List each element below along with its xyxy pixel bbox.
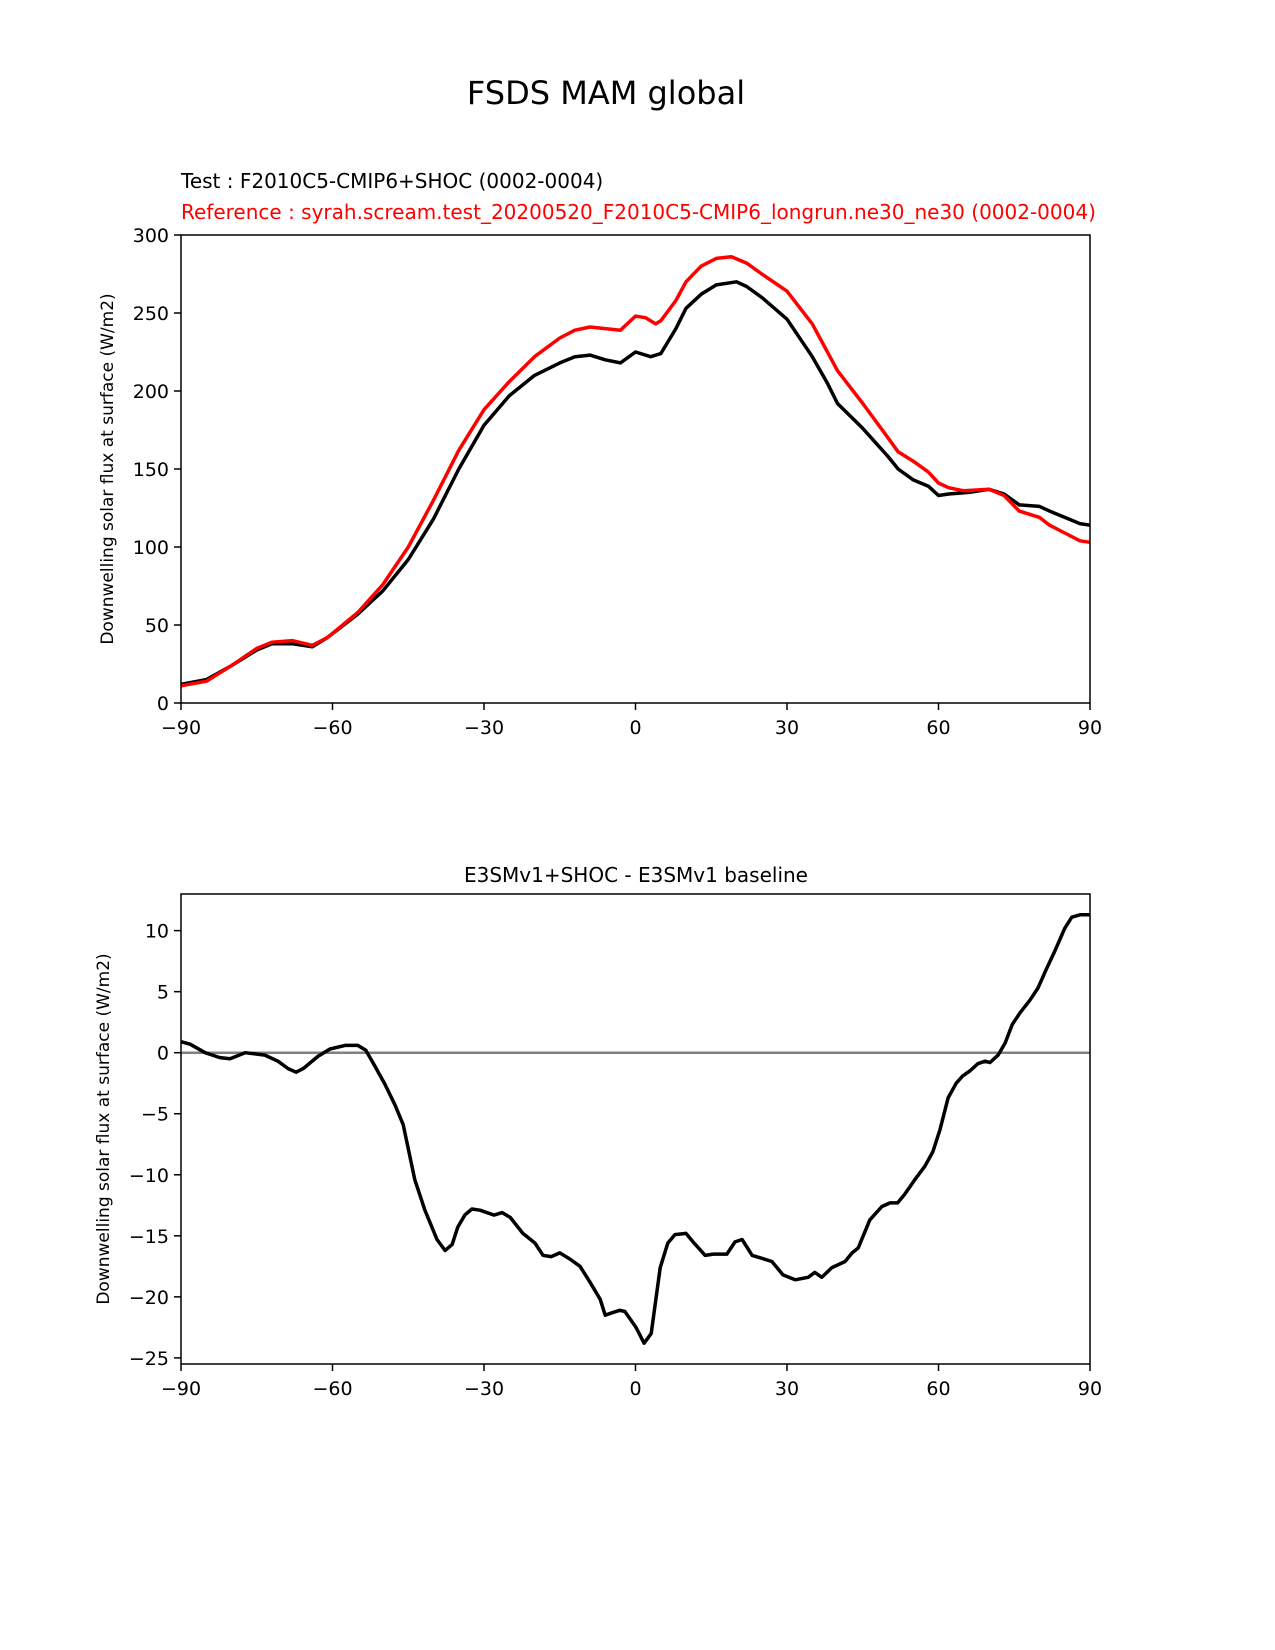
y-tick-label: −15 xyxy=(129,1226,169,1248)
axes-frame xyxy=(180,234,1091,704)
y-tick-label: 5 xyxy=(157,982,169,1004)
series-line-difference xyxy=(180,913,1090,1345)
x-tick-label: 60 xyxy=(926,717,950,739)
y-tick-label: 250 xyxy=(133,303,169,325)
test-label: Test : F2010C5-CMIP6+SHOC (0002-0004) xyxy=(180,169,603,193)
x-tick-label: −60 xyxy=(312,1378,352,1400)
y-tick-label: −10 xyxy=(129,1165,169,1187)
y-tick-label: −20 xyxy=(129,1287,169,1309)
x-tick-label: 0 xyxy=(629,717,641,739)
reference-label: Reference : syrah.scream.test_20200520_F… xyxy=(181,200,1096,224)
series-line-reference xyxy=(180,255,1091,688)
y-tick-label: 150 xyxy=(133,459,169,481)
y-tick-label: 50 xyxy=(145,615,169,637)
x-tick-label: −60 xyxy=(312,717,352,739)
x-tick-label: −30 xyxy=(464,717,504,739)
x-tick-label: −90 xyxy=(161,1378,201,1400)
top-y-axis-label: Downwelling solar flux at surface (W/m2) xyxy=(98,293,118,644)
y-tick-label: 0 xyxy=(157,1043,169,1065)
x-tick-label: 90 xyxy=(1078,1378,1102,1400)
x-tick-label: 60 xyxy=(926,1378,950,1400)
bottom-chart-title: E3SMv1+SHOC - E3SMv1 baseline xyxy=(464,863,808,887)
axes-frame xyxy=(180,893,1091,1365)
x-tick-label: −90 xyxy=(161,717,201,739)
series-line-test xyxy=(180,280,1091,687)
y-tick-label: −25 xyxy=(129,1348,169,1370)
y-tick-label: 200 xyxy=(133,381,169,403)
x-tick-label: 30 xyxy=(775,1378,799,1400)
y-tick-label: 0 xyxy=(157,693,169,715)
bottom-plot-area: −90 −60 −30 0 30 60 90 −25 −20 −15 −10 −5 0 5 10 xyxy=(129,893,1102,1400)
bottom-y-axis-label: Downwelling solar flux at surface (W/m2) xyxy=(94,953,114,1304)
x-tick-label: −30 xyxy=(464,1378,504,1400)
x-tick-label: 0 xyxy=(629,1378,641,1400)
y-tick-label: 10 xyxy=(145,921,169,943)
figure-title: FSDS MAM global xyxy=(467,74,745,112)
top-plot-area: −90 −60 −30 0 30 60 90 0 50 100 150 200 250 300 xyxy=(133,225,1102,739)
x-tick-label: 90 xyxy=(1078,717,1102,739)
y-tick-label: 300 xyxy=(133,225,169,247)
y-tick-label: 100 xyxy=(133,537,169,559)
y-tick-label: −5 xyxy=(141,1104,169,1126)
x-tick-label: 30 xyxy=(775,717,799,739)
